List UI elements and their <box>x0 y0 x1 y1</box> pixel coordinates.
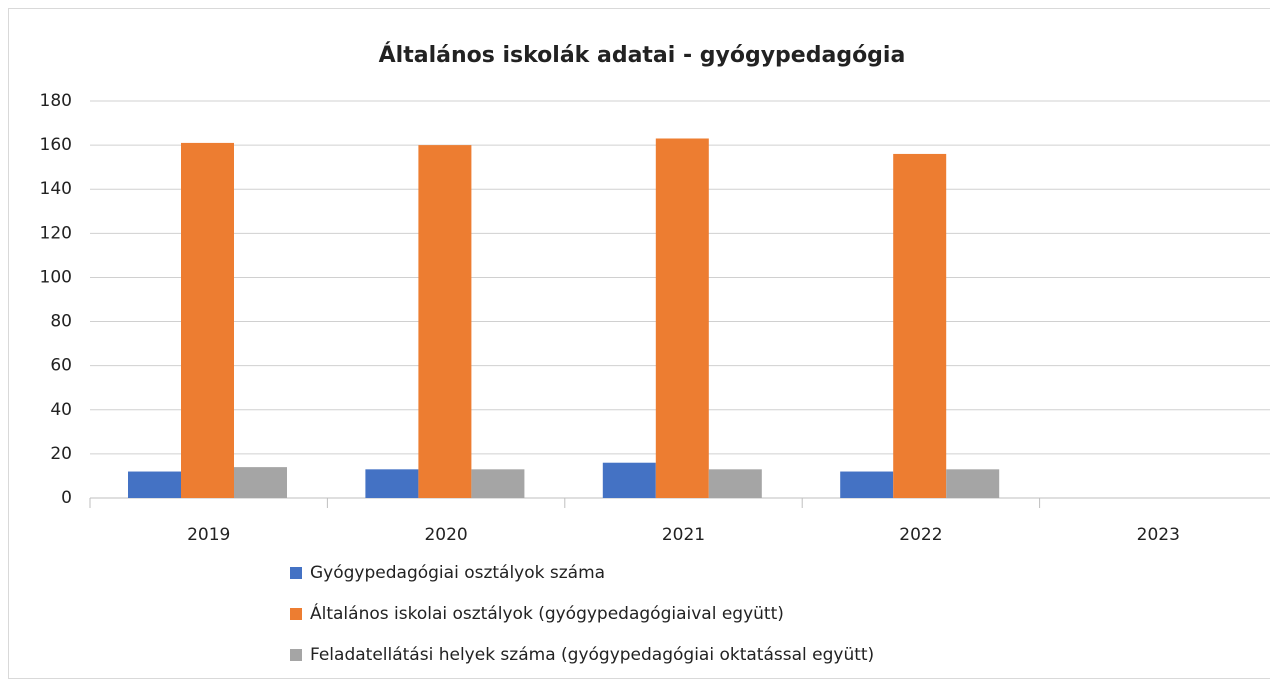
bar <box>946 469 1000 498</box>
y-tick-label: 40 <box>50 400 72 420</box>
bar <box>602 462 656 498</box>
x-tick-label: 2021 <box>662 525 705 545</box>
legend-label: Általános iskolai osztályok (gyógypedagó… <box>310 602 784 624</box>
chart-title: Általános iskolák adatai - gyógypedagógi… <box>379 42 906 68</box>
legend-label: Feladatellátási helyek száma (gyógypedag… <box>310 645 874 665</box>
legend-swatch <box>290 608 302 620</box>
y-tick-label: 140 <box>40 179 72 199</box>
y-tick-label: 120 <box>40 223 72 243</box>
bar <box>128 471 181 498</box>
y-tick-label: 180 <box>40 91 72 111</box>
y-tick-label: 100 <box>40 267 72 287</box>
y-tick-label: 20 <box>50 444 72 464</box>
bar <box>840 471 894 498</box>
y-tick-label: 60 <box>50 356 72 376</box>
bar <box>234 467 287 498</box>
y-tick-label: 0 <box>61 488 72 508</box>
bar <box>893 153 947 498</box>
bar <box>655 138 709 498</box>
legend-swatch <box>290 649 302 661</box>
x-tick-label: 2020 <box>424 525 467 545</box>
bar <box>708 469 762 498</box>
bar <box>181 142 234 498</box>
x-tick-label: 2022 <box>899 525 942 545</box>
bar <box>365 469 419 498</box>
y-tick-label: 80 <box>50 312 72 332</box>
x-tick-label: 2023 <box>1137 525 1180 545</box>
bar <box>418 145 472 498</box>
x-tick-label: 2019 <box>187 525 230 545</box>
legend-swatch <box>290 567 302 579</box>
legend-label: Gyógypedagógiai osztályok száma <box>310 563 605 583</box>
y-tick-label: 160 <box>40 135 72 155</box>
bar <box>471 469 525 498</box>
